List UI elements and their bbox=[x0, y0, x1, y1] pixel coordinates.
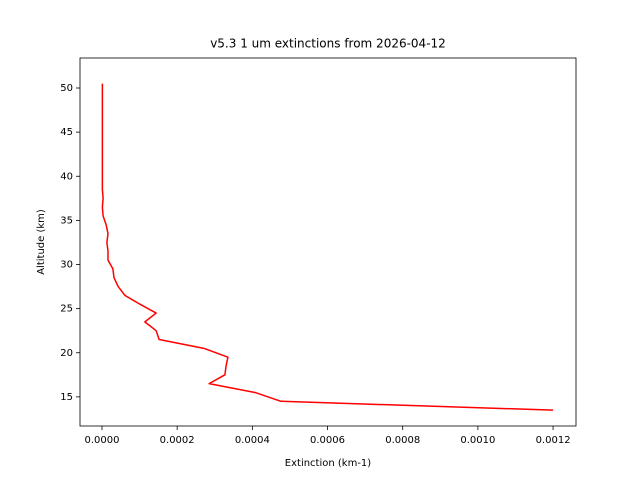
y-tick-label: 45 bbox=[60, 127, 73, 138]
plot-frame bbox=[79, 57, 577, 427]
x-tick-label: 0.0004 bbox=[235, 435, 270, 446]
x-axis-label: Extinction (km-1) bbox=[285, 458, 372, 469]
x-tick-label: 0.0010 bbox=[460, 435, 495, 446]
y-tick-label: 50 bbox=[60, 83, 73, 94]
x-tick-label: 0.0008 bbox=[385, 435, 420, 446]
y-axis-label: Altitude (km) bbox=[36, 209, 47, 275]
y-tick-label: 40 bbox=[60, 171, 73, 182]
y-tick-label: 35 bbox=[60, 215, 73, 226]
y-tick-label: 20 bbox=[60, 348, 73, 359]
chart-title: v5.3 1 um extinctions from 2026-04-12 bbox=[210, 37, 446, 51]
data-line bbox=[101, 83, 554, 411]
x-tick-label: 0.0006 bbox=[310, 435, 345, 446]
x-tick-label: 0.0012 bbox=[536, 435, 571, 446]
y-tick-label: 30 bbox=[60, 260, 73, 271]
y-tick-label: 25 bbox=[60, 304, 73, 315]
x-tick-label: 0.0000 bbox=[84, 435, 119, 446]
y-tick-label: 15 bbox=[60, 392, 73, 403]
x-tick-label: 0.0002 bbox=[160, 435, 195, 446]
